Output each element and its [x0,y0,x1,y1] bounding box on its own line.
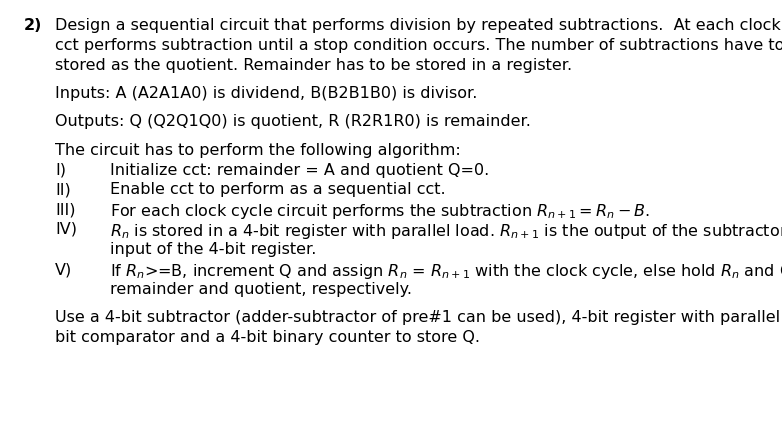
Text: Inputs: A (A2A1A0) is dividend, B(B2B1B0) is divisor.: Inputs: A (A2A1A0) is dividend, B(B2B1B0… [55,86,477,101]
Text: Initialize cct: remainder = A and quotient Q=0.: Initialize cct: remainder = A and quotie… [110,163,490,178]
Text: stored as the quotient. Remainder has to be stored in a register.: stored as the quotient. Remainder has to… [55,58,572,73]
Text: Enable cct to perform as a sequential cct.: Enable cct to perform as a sequential cc… [110,182,446,197]
Text: IV): IV) [55,222,77,237]
Text: input of the 4-bit register.: input of the 4-bit register. [110,242,316,257]
Text: For each clock cycle circuit performs the subtraction $R_{n+1} = R_n - B.$: For each clock cycle circuit performs th… [110,202,650,221]
Text: I): I) [55,163,66,178]
Text: bit comparator and a 4-bit binary counter to store Q.: bit comparator and a 4-bit binary counte… [55,330,480,345]
Text: V): V) [55,262,72,277]
Text: Use a 4-bit subtractor (adder-subtractor of pre#1 can be used), 4-bit register w: Use a 4-bit subtractor (adder-subtractor… [55,310,782,326]
Text: II): II) [55,182,70,197]
Text: 2): 2) [23,18,42,33]
Text: remainder and quotient, respectively.: remainder and quotient, respectively. [110,282,412,297]
Text: If $R_n$>=B, increment Q and assign $R_n$ = $R_{n+1}$ with the clock cycle, else: If $R_n$>=B, increment Q and assign $R_n… [110,262,782,281]
Text: Outputs: Q (Q2Q1Q0) is quotient, R (R2R1R0) is remainder.: Outputs: Q (Q2Q1Q0) is quotient, R (R2R1… [55,114,531,129]
Text: cct performs subtraction until a stop condition occurs. The number of subtractio: cct performs subtraction until a stop co… [55,38,782,53]
Text: Design a sequential circuit that performs division by repeated subtractions.  At: Design a sequential circuit that perform… [55,18,782,33]
Text: III): III) [55,202,75,217]
Text: The circuit has to perform the following algorithm:: The circuit has to perform the following… [55,143,461,158]
Text: $R_n$ is stored in a 4-bit register with parallel load. $R_{n+1}$ is the output : $R_n$ is stored in a 4-bit register with… [110,222,782,241]
